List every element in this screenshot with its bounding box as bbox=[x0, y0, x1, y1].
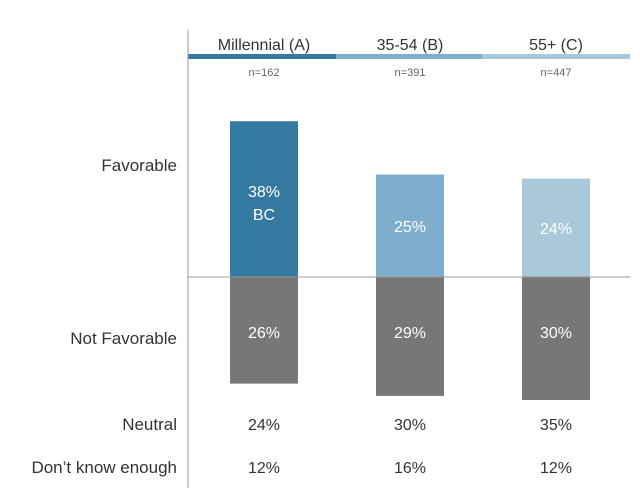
bar-favorable bbox=[230, 121, 298, 277]
data-label: 30% bbox=[540, 325, 572, 342]
extra-rows: Neutral 24% 30% 35% Don’t know enough 12% 16% 1… bbox=[31, 415, 572, 477]
column-header-strip bbox=[482, 54, 630, 59]
significance-label: BC bbox=[253, 207, 275, 224]
row-label-not-favorable: Not Favorable bbox=[70, 329, 177, 348]
bar-not-favorable bbox=[376, 277, 444, 396]
sample-size-label: n=447 bbox=[541, 67, 572, 79]
bars: 38% BC 25% 24% 26% 29% 30% bbox=[230, 121, 590, 400]
column-header: Millennial (A) bbox=[218, 37, 310, 54]
extra-row-value: 30% bbox=[394, 417, 426, 434]
bar-not-favorable bbox=[522, 277, 590, 400]
extra-row-value: 12% bbox=[248, 460, 280, 477]
extra-row-value: 35% bbox=[540, 417, 572, 434]
extra-row-value: 24% bbox=[248, 417, 280, 434]
column-header-strip bbox=[336, 54, 482, 59]
row-label-extra: Neutral bbox=[122, 415, 177, 434]
row-labels: Favorable Not Favorable bbox=[70, 156, 177, 348]
data-label: 24% bbox=[540, 221, 572, 238]
bar-not-favorable bbox=[230, 277, 298, 384]
extra-row-value: 12% bbox=[540, 460, 572, 477]
data-label: 25% bbox=[394, 219, 426, 236]
sample-size-label: n=391 bbox=[395, 67, 426, 79]
row-label-extra: Don’t know enough bbox=[31, 458, 177, 477]
data-label: 29% bbox=[394, 325, 426, 342]
column-header: 35-54 (B) bbox=[377, 37, 444, 54]
sample-size-label: n=162 bbox=[249, 67, 280, 79]
column-header: 55+ (C) bbox=[529, 37, 583, 54]
row-label-favorable: Favorable bbox=[101, 156, 177, 175]
column-header-strip bbox=[188, 54, 336, 59]
axes bbox=[187, 30, 630, 488]
data-label: 38% bbox=[248, 184, 280, 201]
extra-row-value: 16% bbox=[394, 460, 426, 477]
bar-favorable bbox=[522, 178, 590, 277]
data-label: 26% bbox=[248, 325, 280, 342]
bar-favorable bbox=[376, 174, 444, 277]
column-headers: Millennial (A) n=162 35-54 (B) n=391 55+ (C)… bbox=[188, 37, 630, 79]
